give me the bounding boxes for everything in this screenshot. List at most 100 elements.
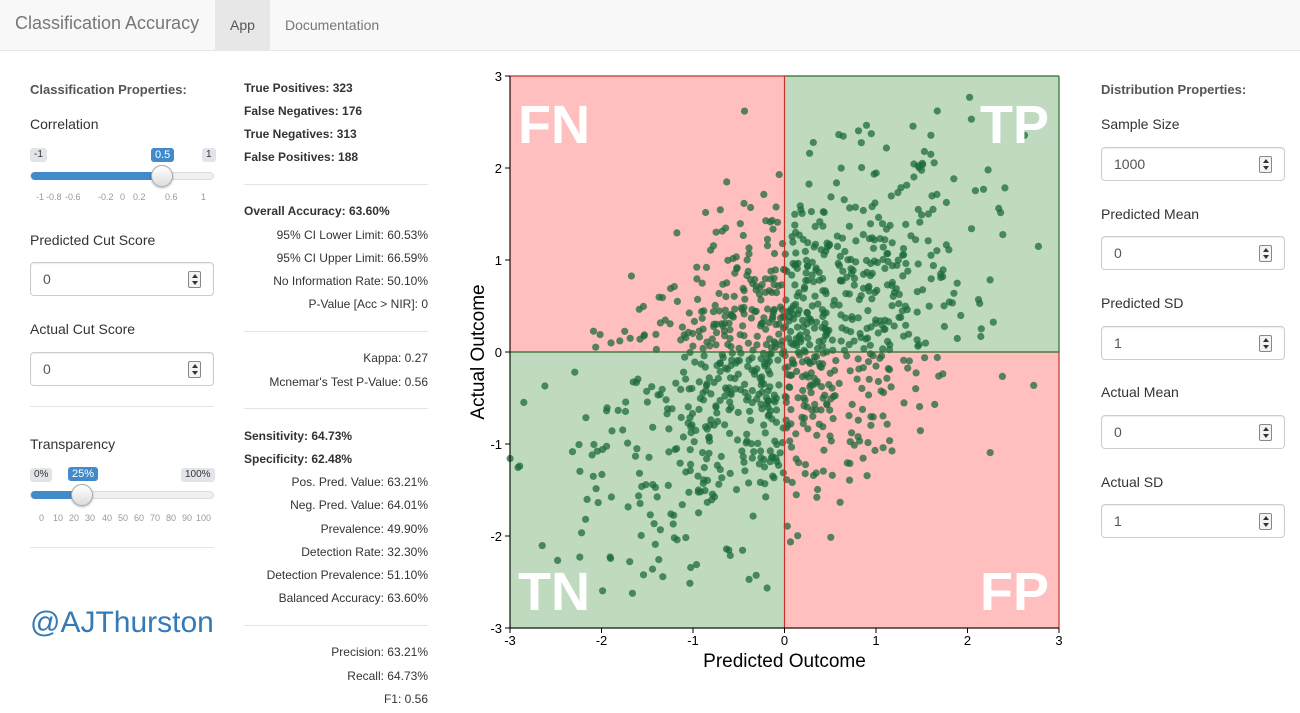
- tab-documentation[interactable]: Documentation: [285, 17, 380, 33]
- data-point: [606, 553, 614, 561]
- data-point: [726, 335, 734, 343]
- data-point: [739, 231, 747, 240]
- data-point: [721, 392, 729, 400]
- data-point: [801, 247, 809, 255]
- spinner-icon[interactable]: [188, 271, 201, 288]
- data-point: [684, 403, 692, 411]
- data-point: [745, 356, 753, 364]
- data-point: [895, 300, 903, 308]
- data-point: [616, 337, 624, 345]
- predicted-mean-value: 0: [1114, 245, 1122, 261]
- actual-cut-score-value: 0: [43, 361, 51, 377]
- data-point: [686, 446, 694, 454]
- data-point: [784, 363, 792, 371]
- data-point: [837, 311, 845, 319]
- ci-upper-stat: 95% CI Upper Limit: 66.59%: [276, 251, 428, 265]
- data-point: [989, 318, 997, 326]
- data-point: [771, 437, 779, 445]
- x-axis-title: Predicted Outcome: [703, 651, 866, 672]
- spinner-icon[interactable]: [1259, 245, 1272, 262]
- data-point: [857, 292, 865, 300]
- data-point: [927, 251, 935, 259]
- data-point: [872, 169, 880, 177]
- data-point: [865, 235, 873, 243]
- data-point: [785, 317, 793, 325]
- data-point: [810, 324, 819, 332]
- spinner-icon[interactable]: [1259, 424, 1272, 441]
- predicted-sd-input[interactable]: 1: [1101, 326, 1285, 360]
- data-point: [863, 268, 871, 276]
- sample-size-input[interactable]: 1000: [1101, 147, 1285, 181]
- transparency-slider-track[interactable]: [30, 491, 214, 499]
- data-point: [687, 460, 695, 468]
- data-point: [651, 540, 659, 548]
- data-point: [667, 510, 675, 518]
- data-point: [914, 205, 922, 214]
- data-point: [745, 479, 753, 487]
- transparency-min-label: 0%: [30, 468, 53, 482]
- data-point: [741, 295, 749, 303]
- data-point: [849, 266, 857, 274]
- data-point: [766, 370, 774, 378]
- data-point: [777, 314, 785, 322]
- data-point: [682, 534, 690, 542]
- data-point: [735, 344, 743, 352]
- data-point: [839, 132, 847, 140]
- tab-app[interactable]: App: [215, 0, 270, 50]
- actual-mean-input[interactable]: 0: [1101, 415, 1285, 449]
- correlation-slider-handle[interactable]: [151, 165, 173, 187]
- data-point: [696, 394, 704, 402]
- specificity-stat: Specificity: 62.48%: [244, 452, 353, 466]
- data-point: [914, 260, 922, 268]
- data-point: [722, 545, 731, 553]
- data-point: [788, 356, 796, 364]
- data-point: [795, 289, 803, 297]
- data-point: [726, 326, 734, 334]
- actual-sd-input[interactable]: 1: [1101, 504, 1285, 538]
- data-point: [1020, 131, 1029, 139]
- data-point: [774, 356, 782, 364]
- data-point: [840, 346, 848, 354]
- data-point: [718, 227, 726, 235]
- data-point: [860, 345, 868, 353]
- data-point: [757, 296, 765, 304]
- data-point: [878, 352, 886, 360]
- data-point: [912, 369, 920, 377]
- correlation-slider-track[interactable]: [30, 172, 214, 180]
- data-point: [887, 383, 895, 391]
- data-point: [811, 240, 820, 248]
- data-point: [847, 328, 855, 336]
- data-point: [691, 358, 699, 366]
- data-point: [884, 365, 892, 373]
- spinner-icon[interactable]: [1259, 335, 1272, 352]
- actual-cut-score-input[interactable]: 0: [30, 352, 214, 386]
- data-point: [752, 571, 760, 579]
- data-point: [664, 481, 672, 489]
- data-point: [792, 430, 800, 438]
- data-point: [789, 302, 798, 310]
- data-point: [792, 249, 800, 257]
- transparency-slider-handle[interactable]: [71, 484, 93, 506]
- spinner-icon[interactable]: [188, 361, 201, 378]
- data-point: [769, 309, 777, 317]
- data-point: [874, 329, 882, 337]
- data-point: [836, 498, 844, 506]
- data-point: [791, 261, 799, 269]
- data-point: [727, 389, 735, 397]
- data-point: [637, 531, 645, 540]
- data-point: [749, 512, 757, 520]
- data-point: [721, 332, 729, 340]
- data-point: [984, 166, 992, 174]
- spinner-icon[interactable]: [1259, 156, 1272, 173]
- data-point: [706, 342, 714, 350]
- predicted-mean-input[interactable]: 0: [1101, 236, 1285, 270]
- data-point: [747, 416, 755, 424]
- predicted-cut-score-input[interactable]: 0: [30, 262, 214, 296]
- data-point: [624, 503, 632, 511]
- data-point: [855, 365, 863, 373]
- app-brand[interactable]: Classification Accuracy: [15, 13, 200, 33]
- correlation-slider-fill: [31, 172, 163, 180]
- spinner-icon[interactable]: [1259, 513, 1272, 530]
- data-point: [846, 459, 854, 467]
- data-point: [692, 561, 701, 569]
